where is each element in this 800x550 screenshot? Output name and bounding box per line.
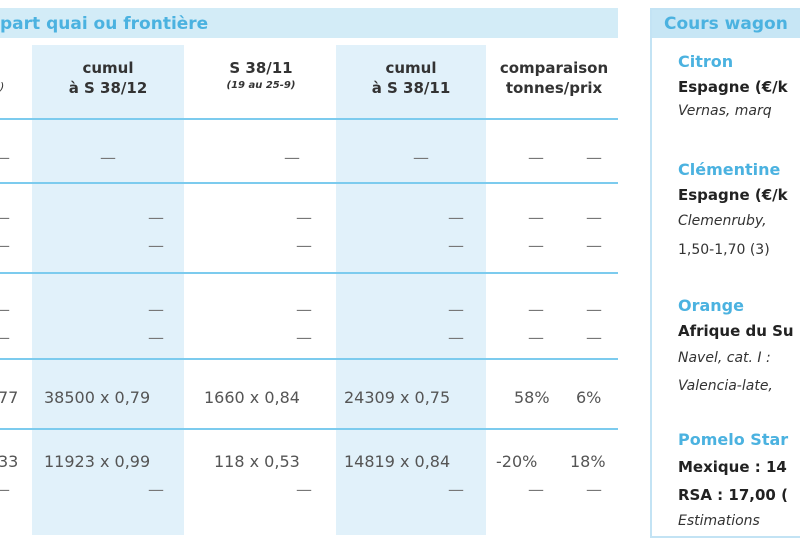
fruit-name: Clémentine (678, 160, 781, 179)
origin-line: Mexique : 14 (678, 458, 787, 476)
column-header-week-2011: S 38/11 (19 au 25-9) (226, 59, 296, 91)
detail-line: Valencia-late, (678, 378, 773, 394)
table-title: part quai ou frontière (0, 14, 209, 34)
row-rule (0, 272, 618, 274)
row-rule (0, 358, 618, 360)
detail-line: Clemenruby, (678, 213, 767, 229)
column-shade-cumul-2012 (32, 45, 184, 535)
column-header-comparison: comparaison tonnes/prix (499, 59, 609, 97)
origin-line: Espagne (€/k (678, 78, 788, 96)
detail-line: Navel, cat. I : (678, 350, 771, 366)
row-rule (0, 182, 618, 184)
stub-header: ) (0, 80, 5, 93)
panel-border (650, 8, 800, 538)
fruit-name: Citron (678, 52, 734, 71)
fruit-name: Orange (678, 296, 744, 315)
wagon-prices-panel: Cours wagon Citron Espagne (€/k Vernas, … (650, 0, 800, 550)
panel-header: Cours wagon (652, 10, 800, 38)
row-rule (0, 428, 618, 430)
table-header-bar: part quai ou frontière (0, 8, 618, 40)
origin-line: RSA : 17,00 ( (678, 486, 788, 504)
panel-title: Cours wagon (664, 14, 788, 34)
origin-line: Afrique du Su (678, 322, 794, 340)
detail-line: 1,50-1,70 (3) (678, 242, 770, 258)
origin-line: Espagne (€/k (678, 186, 788, 204)
column-header-cumul-2011: cumul à S 38/11 (371, 59, 451, 97)
column-shade-cumul-2011 (336, 45, 486, 535)
detail-line: Vernas, marq (678, 103, 772, 119)
column-header-cumul-2012: cumul à S 38/12 (68, 59, 148, 97)
fruit-name: Pomelo Star (678, 430, 789, 449)
detail-line: Estimations (678, 513, 760, 529)
shipments-table: part quai ou frontière ) cumul à S 38/12… (0, 8, 618, 535)
row-rule (0, 118, 618, 120)
